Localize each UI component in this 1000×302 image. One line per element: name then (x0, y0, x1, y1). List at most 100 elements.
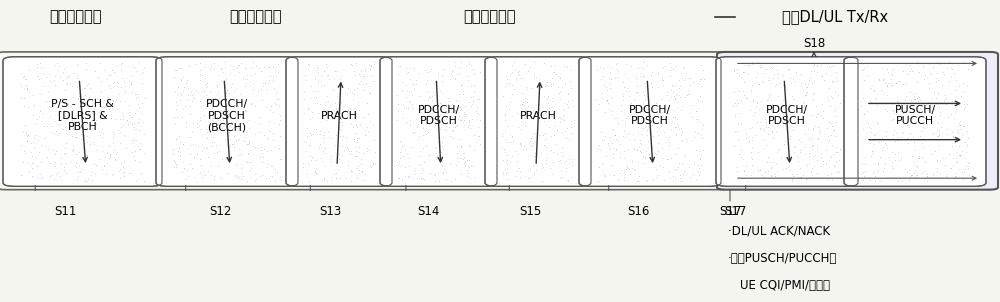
Point (802, 144, 818, 149)
Point (553, 168, 569, 173)
Point (115, 123, 131, 127)
Point (650, 71, 666, 76)
Point (178, 177, 194, 182)
Point (538, 134, 554, 139)
Point (58, 76, 74, 80)
Point (498, 80, 514, 85)
Point (465, 93, 481, 98)
Point (665, 178, 681, 183)
Point (197, 172, 213, 177)
Point (127, 148, 143, 153)
Point (213, 128, 229, 133)
Point (916, 60, 932, 65)
Point (73, 136, 89, 141)
Point (334, 91, 350, 96)
Point (539, 97, 555, 101)
Point (775, 98, 791, 102)
Point (123, 80, 139, 85)
Point (165, 147, 181, 152)
Point (71, 91, 87, 96)
Point (669, 122, 685, 127)
Point (893, 134, 909, 139)
Point (906, 97, 922, 102)
Point (413, 163, 429, 168)
Point (263, 147, 279, 152)
Point (807, 153, 823, 158)
Point (415, 167, 431, 172)
Point (731, 175, 747, 180)
Point (729, 165, 745, 170)
Point (668, 92, 684, 97)
Point (33, 76, 49, 81)
Point (406, 66, 422, 71)
Point (820, 173, 836, 178)
Point (185, 95, 201, 100)
Point (899, 170, 915, 175)
Point (247, 178, 263, 183)
Point (919, 172, 935, 177)
Point (351, 170, 367, 175)
Point (175, 142, 191, 146)
Point (171, 66, 187, 71)
Point (420, 130, 436, 134)
Point (79, 178, 95, 183)
Point (46, 132, 62, 137)
Point (459, 73, 475, 78)
Point (855, 95, 871, 100)
Point (563, 125, 579, 130)
Point (930, 120, 946, 125)
Point (69, 76, 85, 81)
Point (855, 177, 871, 182)
Point (75, 101, 91, 106)
Point (241, 140, 257, 144)
Point (916, 125, 932, 130)
Point (19, 138, 35, 143)
Point (665, 84, 681, 89)
Point (82, 141, 98, 146)
Point (815, 159, 831, 164)
Point (215, 117, 231, 122)
Point (310, 143, 326, 148)
Point (826, 163, 842, 168)
Point (457, 104, 473, 109)
Point (596, 82, 612, 87)
Point (421, 94, 437, 98)
Point (877, 140, 893, 145)
Point (242, 175, 258, 179)
Point (632, 74, 648, 79)
Point (345, 97, 361, 102)
Point (330, 111, 346, 115)
Point (349, 139, 365, 144)
Point (42, 114, 58, 119)
Point (542, 166, 558, 171)
Point (82, 112, 98, 117)
Point (620, 166, 636, 171)
Point (366, 60, 382, 65)
Point (173, 91, 189, 96)
Point (324, 135, 340, 140)
Point (944, 130, 960, 135)
Point (669, 106, 685, 111)
Point (882, 157, 898, 162)
Point (194, 148, 210, 153)
Point (299, 126, 315, 131)
Point (79, 140, 95, 145)
Point (943, 65, 959, 70)
Point (21, 89, 37, 94)
Point (925, 173, 941, 178)
Point (353, 120, 369, 125)
Point (949, 126, 965, 131)
Point (763, 173, 779, 178)
Point (203, 163, 219, 168)
Point (212, 99, 228, 104)
Point (44, 124, 60, 129)
Point (554, 130, 570, 134)
Point (221, 129, 237, 134)
Point (453, 83, 469, 88)
Point (911, 154, 927, 159)
Point (921, 85, 937, 90)
Point (748, 105, 764, 110)
Point (592, 64, 608, 69)
Point (102, 151, 118, 156)
Point (863, 100, 879, 105)
